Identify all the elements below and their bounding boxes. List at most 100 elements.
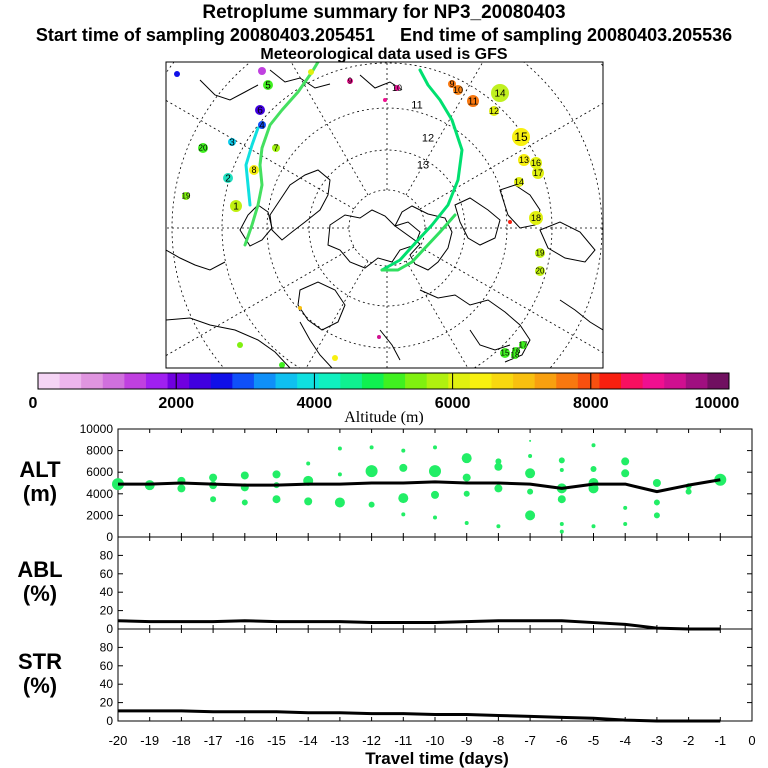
altitude-point [433, 515, 437, 520]
altitude-point [525, 468, 536, 479]
altitude-point [495, 458, 502, 465]
day-marker: 15 [500, 348, 510, 358]
y-tick-label: 10000 [80, 423, 114, 436]
x-tick-label: -10 [426, 733, 445, 748]
altitude-point [304, 497, 313, 506]
day-marker: 17 [532, 167, 544, 179]
day-marker-dot [535, 248, 545, 258]
altitude-point [337, 472, 342, 477]
plume-particle [174, 71, 180, 77]
end-time: End time of sampling 20080403.205536 [400, 25, 733, 45]
altitude-point [559, 522, 564, 527]
map-area: 1234567891011121314151617181920910111213… [166, 62, 603, 368]
colorbar-cell [124, 373, 147, 389]
x-tick-label: -1 [715, 733, 727, 748]
altitude-point [623, 522, 628, 527]
colorbar-tick-label: 6000 [435, 395, 471, 411]
x-tick-label: -6 [556, 733, 568, 748]
plume-track-center [380, 68, 464, 272]
day-marker-label: 15 [501, 349, 510, 358]
altitude-point [559, 468, 564, 473]
altitude-point [401, 448, 406, 453]
altitude-point [464, 520, 469, 525]
colorbar-cell [232, 373, 255, 389]
altitude-point [590, 465, 597, 472]
y-tick-label: 80 [100, 548, 114, 562]
altitude-point [685, 488, 692, 495]
day-marker-label: 19 [536, 249, 545, 258]
x-tick-label: 0 [748, 733, 755, 748]
x-tick-label: -11 [394, 733, 412, 748]
altitude-point [558, 457, 565, 464]
altitude-point [529, 439, 532, 442]
colorbar-cell [38, 373, 61, 389]
x-tick-label: -7 [524, 733, 536, 748]
altitude-point [461, 453, 472, 464]
day-marker-dot [198, 143, 208, 153]
day-marker-dot [467, 95, 479, 107]
y-tick-label: 40 [100, 677, 114, 691]
x-axis-label: Travel time (days) [365, 749, 509, 768]
altitude-point [337, 446, 342, 451]
meridian-line [419, 102, 603, 210]
altitude-point [368, 501, 375, 508]
altitude-point [463, 490, 470, 497]
meridian-line [290, 62, 369, 196]
altitude-point [623, 505, 628, 510]
day-marker-label: 4 [259, 120, 265, 131]
y-tick-label: 0 [106, 622, 113, 636]
day-marker-label: 16 [512, 347, 521, 356]
x-tick-label: -17 [204, 733, 223, 748]
x-tick-label: -18 [172, 733, 191, 748]
x-tick-label: -12 [362, 733, 381, 748]
altitude-point [272, 495, 281, 504]
day-marker-label: 17 [533, 168, 543, 178]
day-marker-dot [512, 128, 530, 146]
plume-particle [258, 67, 266, 75]
altitude-point [559, 529, 564, 534]
colorbar-cell [534, 373, 557, 389]
colorbar-tick-label: 4000 [297, 395, 333, 411]
day-marker-dot [529, 211, 543, 225]
colorbar-cell [361, 373, 384, 389]
colorbar-cell [59, 373, 82, 389]
day-marker: 9 [448, 79, 456, 89]
day-marker-dot [258, 121, 266, 129]
day-marker-dot [453, 85, 463, 95]
map-frame [165, 61, 604, 369]
plume-particle [308, 69, 314, 75]
day-marker-dot [272, 144, 280, 152]
day-marker-label: 13 [417, 160, 429, 172]
altitude-point [399, 463, 408, 472]
day-marker-label: 15 [514, 130, 528, 144]
day-marker: 10 [392, 83, 402, 93]
sampling-times: Start time of sampling 20080403.205451 E… [0, 25, 768, 46]
x-tick-label: -19 [140, 733, 159, 748]
altitude-point [621, 469, 630, 478]
altitude-point [621, 457, 630, 466]
day-marker: 13 [417, 160, 429, 172]
day-marker: 12 [489, 106, 499, 116]
altitude-point [557, 495, 566, 504]
y-tick-label: 60 [100, 567, 114, 581]
x-tick-label: -14 [299, 733, 318, 748]
altitude-point [525, 510, 536, 521]
y-axis-label: (m) [23, 481, 57, 506]
altitude-point [306, 461, 311, 466]
day-marker: 9 [347, 77, 353, 86]
y-tick-label: 80 [100, 640, 114, 654]
plume-particle [377, 335, 381, 339]
plume-particle [332, 355, 338, 361]
day-marker: 12 [422, 133, 434, 145]
x-tick-label: -13 [331, 733, 350, 748]
colorbar-cell [253, 373, 277, 389]
day-marker: 3 [228, 137, 236, 148]
day-marker-label: 17 [519, 341, 528, 350]
day-marker-dot [223, 173, 233, 183]
altitude-point [401, 512, 406, 517]
altitude-point [496, 524, 501, 529]
day-marker: 2 [223, 173, 233, 184]
altitude-point [494, 484, 503, 493]
x-axis: -20 -19 -18 -17 -16 -15 -14 -13 -12 -11 -10 -9 -8 -7-… [109, 733, 756, 768]
